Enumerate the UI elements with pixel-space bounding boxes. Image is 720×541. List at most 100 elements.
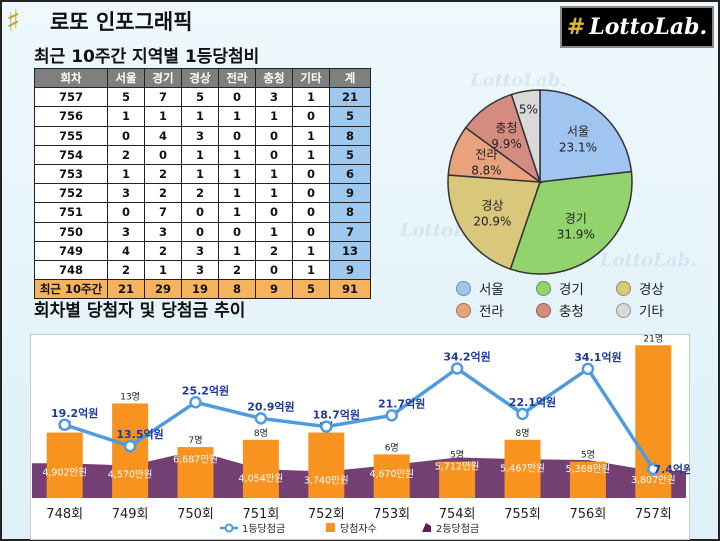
- winner-count-bar: [504, 439, 541, 498]
- table-cell: 9: [329, 259, 371, 281]
- x-tick-label: 748회: [46, 507, 83, 522]
- table-header-3: 경상: [181, 67, 219, 89]
- winner-count-label: 13명: [120, 391, 140, 402]
- pie-legend-item: 경기: [536, 278, 584, 298]
- table-cell: 0: [292, 202, 330, 223]
- first-prize-label: 21.7억원: [378, 396, 425, 410]
- table-row: 756 1 1 1 1 1 0 5: [34, 106, 371, 127]
- winner-count-label: 21명: [643, 334, 663, 344]
- first-prize-label: 22.1억원: [509, 395, 556, 409]
- table-cell: 0: [107, 125, 145, 146]
- second-prize-label: 6,687만원: [173, 455, 218, 466]
- table-cell: 8: [329, 202, 371, 223]
- table-row: 751 0 7 0 1 0 0 8: [34, 202, 371, 223]
- pie-legend-item: 기타: [616, 300, 664, 320]
- x-tick-label: 756회: [570, 507, 607, 522]
- table-cell: 2: [144, 163, 182, 185]
- trend-section-title: 회차별 당첨자 및 당첨금 추이: [34, 301, 246, 321]
- x-tick-label: 753회: [373, 507, 410, 522]
- table-cell: 2: [255, 240, 293, 261]
- table-cell: 5: [292, 279, 330, 300]
- table-header-7: 계: [329, 67, 371, 89]
- legend-dot-icon: [536, 302, 551, 318]
- table-cell: 1: [218, 163, 256, 185]
- legend-dot-icon: [616, 302, 631, 318]
- table-cell: 9: [329, 183, 371, 204]
- table-header-row: 회차 서울 경기 경상 전라 충청 기타 계: [34, 67, 371, 89]
- table-cell: 1: [144, 106, 182, 127]
- table-cell: 3: [181, 125, 219, 146]
- winner-count-label: 5명: [450, 450, 464, 461]
- table-cell: 3: [181, 259, 219, 281]
- second-prize-label: 5,368만원: [566, 464, 611, 475]
- pie-legend-label: 기타: [639, 304, 664, 320]
- table-cell: 8: [329, 125, 371, 146]
- pie-slice-서울: [539, 89, 633, 183]
- table-row: 757 5 7 5 0 3 1 21: [34, 87, 371, 108]
- winner-count-bar: [308, 432, 345, 498]
- winner-count-label: 6명: [385, 442, 399, 453]
- table-cell: 1: [292, 240, 330, 261]
- pie-label-value: 31.9%: [557, 227, 595, 241]
- pie-legend-item: 경상: [616, 278, 664, 298]
- pie-label-name: 경상: [481, 198, 503, 212]
- table-cell: 2: [218, 259, 256, 281]
- table-cell: 1: [255, 183, 293, 204]
- table-cell: 1: [292, 87, 330, 108]
- table-cell: 1: [218, 202, 256, 223]
- first-prize-label: 34.2억원: [443, 350, 490, 364]
- table-cell: 7: [144, 202, 182, 223]
- table-cell: 29: [144, 279, 182, 300]
- table-cell: 1: [218, 240, 256, 261]
- table-cell: 4: [107, 240, 145, 261]
- table-cell: 755: [34, 125, 108, 146]
- table-cell: 752: [34, 183, 108, 204]
- second-prize-label: 4,670만원: [369, 469, 414, 480]
- second-prize-label: 5,467만원: [500, 463, 545, 474]
- table-cell: 0: [292, 163, 330, 185]
- table-cell: 6: [329, 163, 371, 185]
- watermark: LottoLab.: [600, 250, 697, 271]
- table-cell: 749: [34, 240, 108, 261]
- table-cell: 0: [218, 221, 256, 242]
- table-cell: 13: [329, 240, 371, 261]
- x-tick-label: 754회: [439, 507, 476, 522]
- second-prize-label: 4,902만원: [42, 467, 87, 478]
- table-cell: 0: [292, 183, 330, 204]
- pie-legend-item: 전라: [456, 300, 504, 320]
- table-row: 750 3 3 0 0 1 0 7: [34, 221, 371, 242]
- first-prize-point: [450, 362, 464, 375]
- first-prize-point: [385, 409, 398, 422]
- table-cell: 0: [181, 202, 219, 223]
- table-row: 749 4 2 3 1 2 1 13: [34, 240, 371, 261]
- legend-dot-icon: [536, 280, 551, 296]
- winner-count-label: 7명: [188, 435, 202, 446]
- table-cell: 748: [34, 259, 108, 281]
- table-cell: 1: [181, 144, 219, 165]
- table-cell: 91: [329, 279, 371, 300]
- table-row: 755 0 4 3 0 0 1 8: [34, 125, 371, 146]
- x-tick-label: 751회: [243, 507, 280, 522]
- brand-logo: # LottoLab.: [560, 6, 714, 48]
- second-prize-label: 5,712만원: [435, 462, 480, 473]
- second-prize-label: 3,740만원: [304, 476, 349, 487]
- first-prize-point: [189, 396, 202, 409]
- table-header-1: 서울: [107, 67, 145, 89]
- table-cell: 0: [218, 87, 256, 108]
- first-prize-point: [516, 407, 529, 421]
- table-cell: 3: [107, 183, 145, 204]
- pie-label-name: 전라: [475, 147, 497, 161]
- x-tick-label: 755회: [504, 507, 541, 522]
- pie-legend-item: 충청: [536, 300, 584, 320]
- first-prize-point: [254, 412, 268, 425]
- table-header-5: 충청: [255, 67, 293, 89]
- table-header-0: 회차: [34, 67, 108, 89]
- table-cell: 3: [255, 87, 293, 108]
- trend-combo-chart: 9명13명7명8명9명6명5명8명5명21명4,902만원4,570만원6,68…: [30, 334, 690, 540]
- table-cell: 0: [218, 125, 256, 146]
- winner-count-label: 5명: [581, 450, 595, 461]
- table-cell: 750: [34, 221, 108, 242]
- table-cell: 1: [292, 125, 330, 146]
- table-cell: 2: [144, 240, 182, 261]
- pie-slice-기타: [510, 89, 541, 183]
